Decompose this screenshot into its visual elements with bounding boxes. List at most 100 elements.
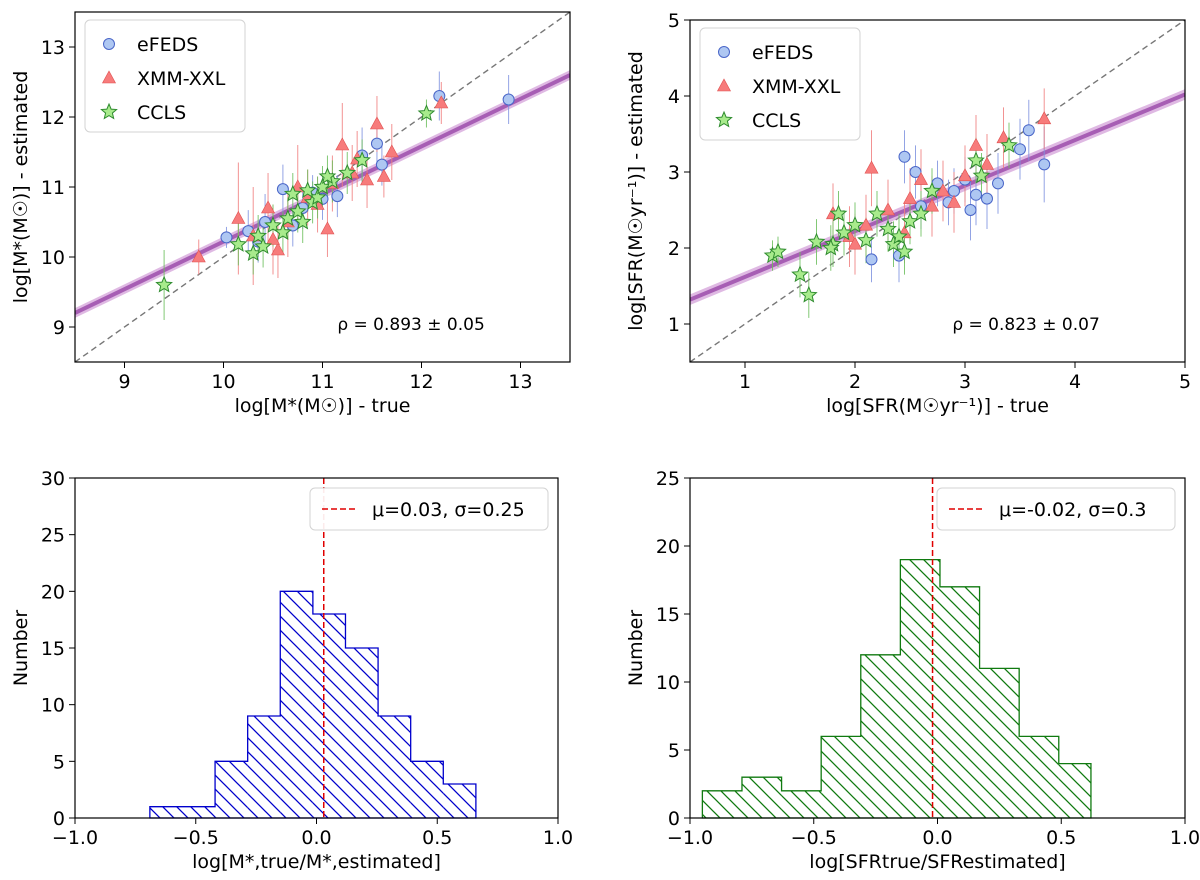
sfr-scatter-y-tick-label: 2 [668,238,680,260]
mass-hist-bin [182,806,216,818]
sfr-scatter-legend-marker-ccls [715,110,733,128]
mass-hist-y-tick-label: 10 [41,695,65,717]
mass-scatter-legend-label-ccls: CCLS [137,102,186,124]
sfr-scatter-point-ccls [821,238,840,256]
mass-hist-y-tick-label: 15 [41,638,65,660]
sfr-scatter-point-xmm-xxl [924,198,940,212]
sfr-scatter-point-xmm-xxl [935,183,951,197]
sfr-scatter-point-efeds [865,253,878,266]
sfr-hist-bin [1058,763,1091,818]
sfr-scatter-point-ccls [1000,136,1018,153]
sfr-hist-bin [821,736,861,818]
mass-scatter-point-xmm-xxl [335,137,350,151]
mass-scatter-point-efeds [220,231,233,244]
mass-scatter-point-xmm-xxl [384,144,399,158]
sfr-hist-bin [781,790,822,818]
mass-scatter-legend-marker-xmm-xxl [101,70,117,84]
sfr-scatter-point-ccls [846,215,864,233]
sfr-hist-y-axis-label: Number [625,610,647,687]
mass-scatter-point-xmm-xxl [434,95,449,109]
sfr-scatter-point-ccls [829,204,848,222]
sfr-hist-x-tick-label: 1.0 [1170,827,1200,849]
sfr-scatter-x-tick-label: 3 [959,371,971,393]
sfr-scatter-point-xmm-xxl [968,137,984,151]
sfr-scatter-point-efeds [970,188,982,201]
sfr-scatter-y-tick-label: 1 [668,314,680,336]
mass-scatter-x-tick-label: 11 [310,371,334,393]
sfr-hist-bin [939,586,980,818]
mass-hist-x-tick-label: 1.0 [543,827,573,849]
mass-hist-outline [149,590,477,819]
mass-hist-y-tick-label: 5 [53,751,65,773]
sfr-scatter-x-tick-label: 2 [849,371,861,393]
mass-hist-bin [443,784,476,818]
sfr-hist-x-tick-label: 0.0 [922,827,952,849]
sfr-scatter-point-ccls [799,285,818,303]
mass-scatter-point-efeds [375,158,388,171]
sfr-scatter-point-xmm-xxl [979,156,995,170]
mass-scatter-point-ccls [283,184,302,202]
mass-scatter-point-xmm-xxl [231,210,246,224]
sfr-scatter-point-xmm-xxl [1037,111,1052,125]
sfr-scatter-y-axis-label: log[SFR(M☉yr⁻¹)] - estimated [625,51,647,331]
mass-scatter-panel: 9 10 11 12 13 9 10 11 12 13 eFEDS XMM-XXL CCLS ρ = 0.… [10,11,571,417]
mass-scatter-rho-annotation: ρ = 0.893 ± 0.05 [337,315,484,335]
mass-hist-y-tick-label: 30 [41,468,65,490]
sfr-histogram-panel: −1.0 −0.5 0.0 0.5 1.0 0 5 10 15 20 25 μ=-0.02, σ=0.… [625,468,1200,873]
mass-scatter-point-ccls [249,226,268,244]
sfr-scatter-point-xmm-xxl [864,160,879,174]
mass-scatter-point-efeds [331,190,344,203]
mass-scatter-point-ccls [229,235,248,252]
sfr-hist-outline [701,558,1092,819]
mass-scatter-point-ccls [293,212,312,230]
sfr-scatter-point-ccls [769,242,787,260]
mass-scatter-point-ccls [288,202,307,220]
sfr-scatter-point-efeds [992,177,1004,190]
mass-scatter-legend-box [84,19,246,133]
sfr-hist-y-tick-label: 20 [656,536,680,558]
sfr-hist-x-tick-label: 0.5 [1046,827,1076,849]
sfr-hist-bin [860,654,901,818]
sfr-scatter-legend-label-ccls: CCLS [752,110,801,132]
sfr-scatter-point-ccls [912,204,930,222]
mass-scatter-point-efeds [502,93,515,106]
sfr-hist-y-tick-label: 0 [668,808,680,830]
sfr-hist-bin [702,790,742,818]
sfr-hist-x-axis-label: log[SFRtrue/SFRestimated] [809,851,1065,873]
sfr-scatter-point-ccls [807,232,826,250]
mass-hist-y-tick-label: 0 [53,808,65,830]
sfr-hist-legend-label: μ=-0.02, σ=0.3 [999,499,1146,521]
mass-scatter-point-ccls [298,181,317,199]
mass-hist-x-axis-label: log[M*,true/M*,estimated] [192,851,441,873]
sfr-scatter-x-tick-label: 5 [1179,371,1191,393]
sfr-scatter-point-efeds [1038,158,1051,171]
mass-hist-y-axis-label: Number [10,610,32,687]
sfr-scatter-point-ccls [901,212,919,229]
sfr-scatter-point-xmm-xxl [858,217,874,231]
mass-hist-x-tick-label: 0.0 [301,827,331,849]
sfr-hist-y-tick-label: 10 [656,672,680,694]
mass-hist-y-tick-label: 20 [41,581,65,603]
sfr-scatter-point-ccls [923,181,941,199]
sfr-scatter-point-efeds [1014,143,1026,156]
sfr-scatter-point-xmm-xxl [880,202,896,216]
sfr-scatter-point-efeds [964,204,977,216]
sfr-scatter-point-xmm-xxl [902,190,918,204]
mass-scatter-x-axis-label: log[M*(M☉)] - true [235,395,411,417]
sfr-scatter-point-ccls [791,265,809,283]
sfr-hist-y-tick-label: 5 [668,740,680,762]
sfr-scatter-rho-annotation: ρ = 0.823 ± 0.07 [952,315,1099,335]
mass-scatter-x-tick-label: 10 [211,371,235,393]
mass-hist-bin [149,806,183,818]
mass-scatter-point-ccls [254,237,272,255]
mass-scatter-x-tick-label: 13 [508,371,532,393]
mass-hist-y-tick-label: 25 [41,525,65,547]
sfr-scatter-point-ccls [972,166,991,184]
sfr-hist-bin [1019,736,1059,818]
mass-histogram-panel: −1.0 −0.5 0.0 0.5 1.0 0 5 10 15 20 25 30 μ=0.03, σ=0… [10,468,573,873]
sfr-hist-x-tick-label: −0.5 [791,827,837,849]
mass-scatter-point-xmm-xxl [270,242,285,256]
sfr-scatter-point-ccls [879,219,897,237]
mass-scatter-point-ccls [274,223,292,241]
